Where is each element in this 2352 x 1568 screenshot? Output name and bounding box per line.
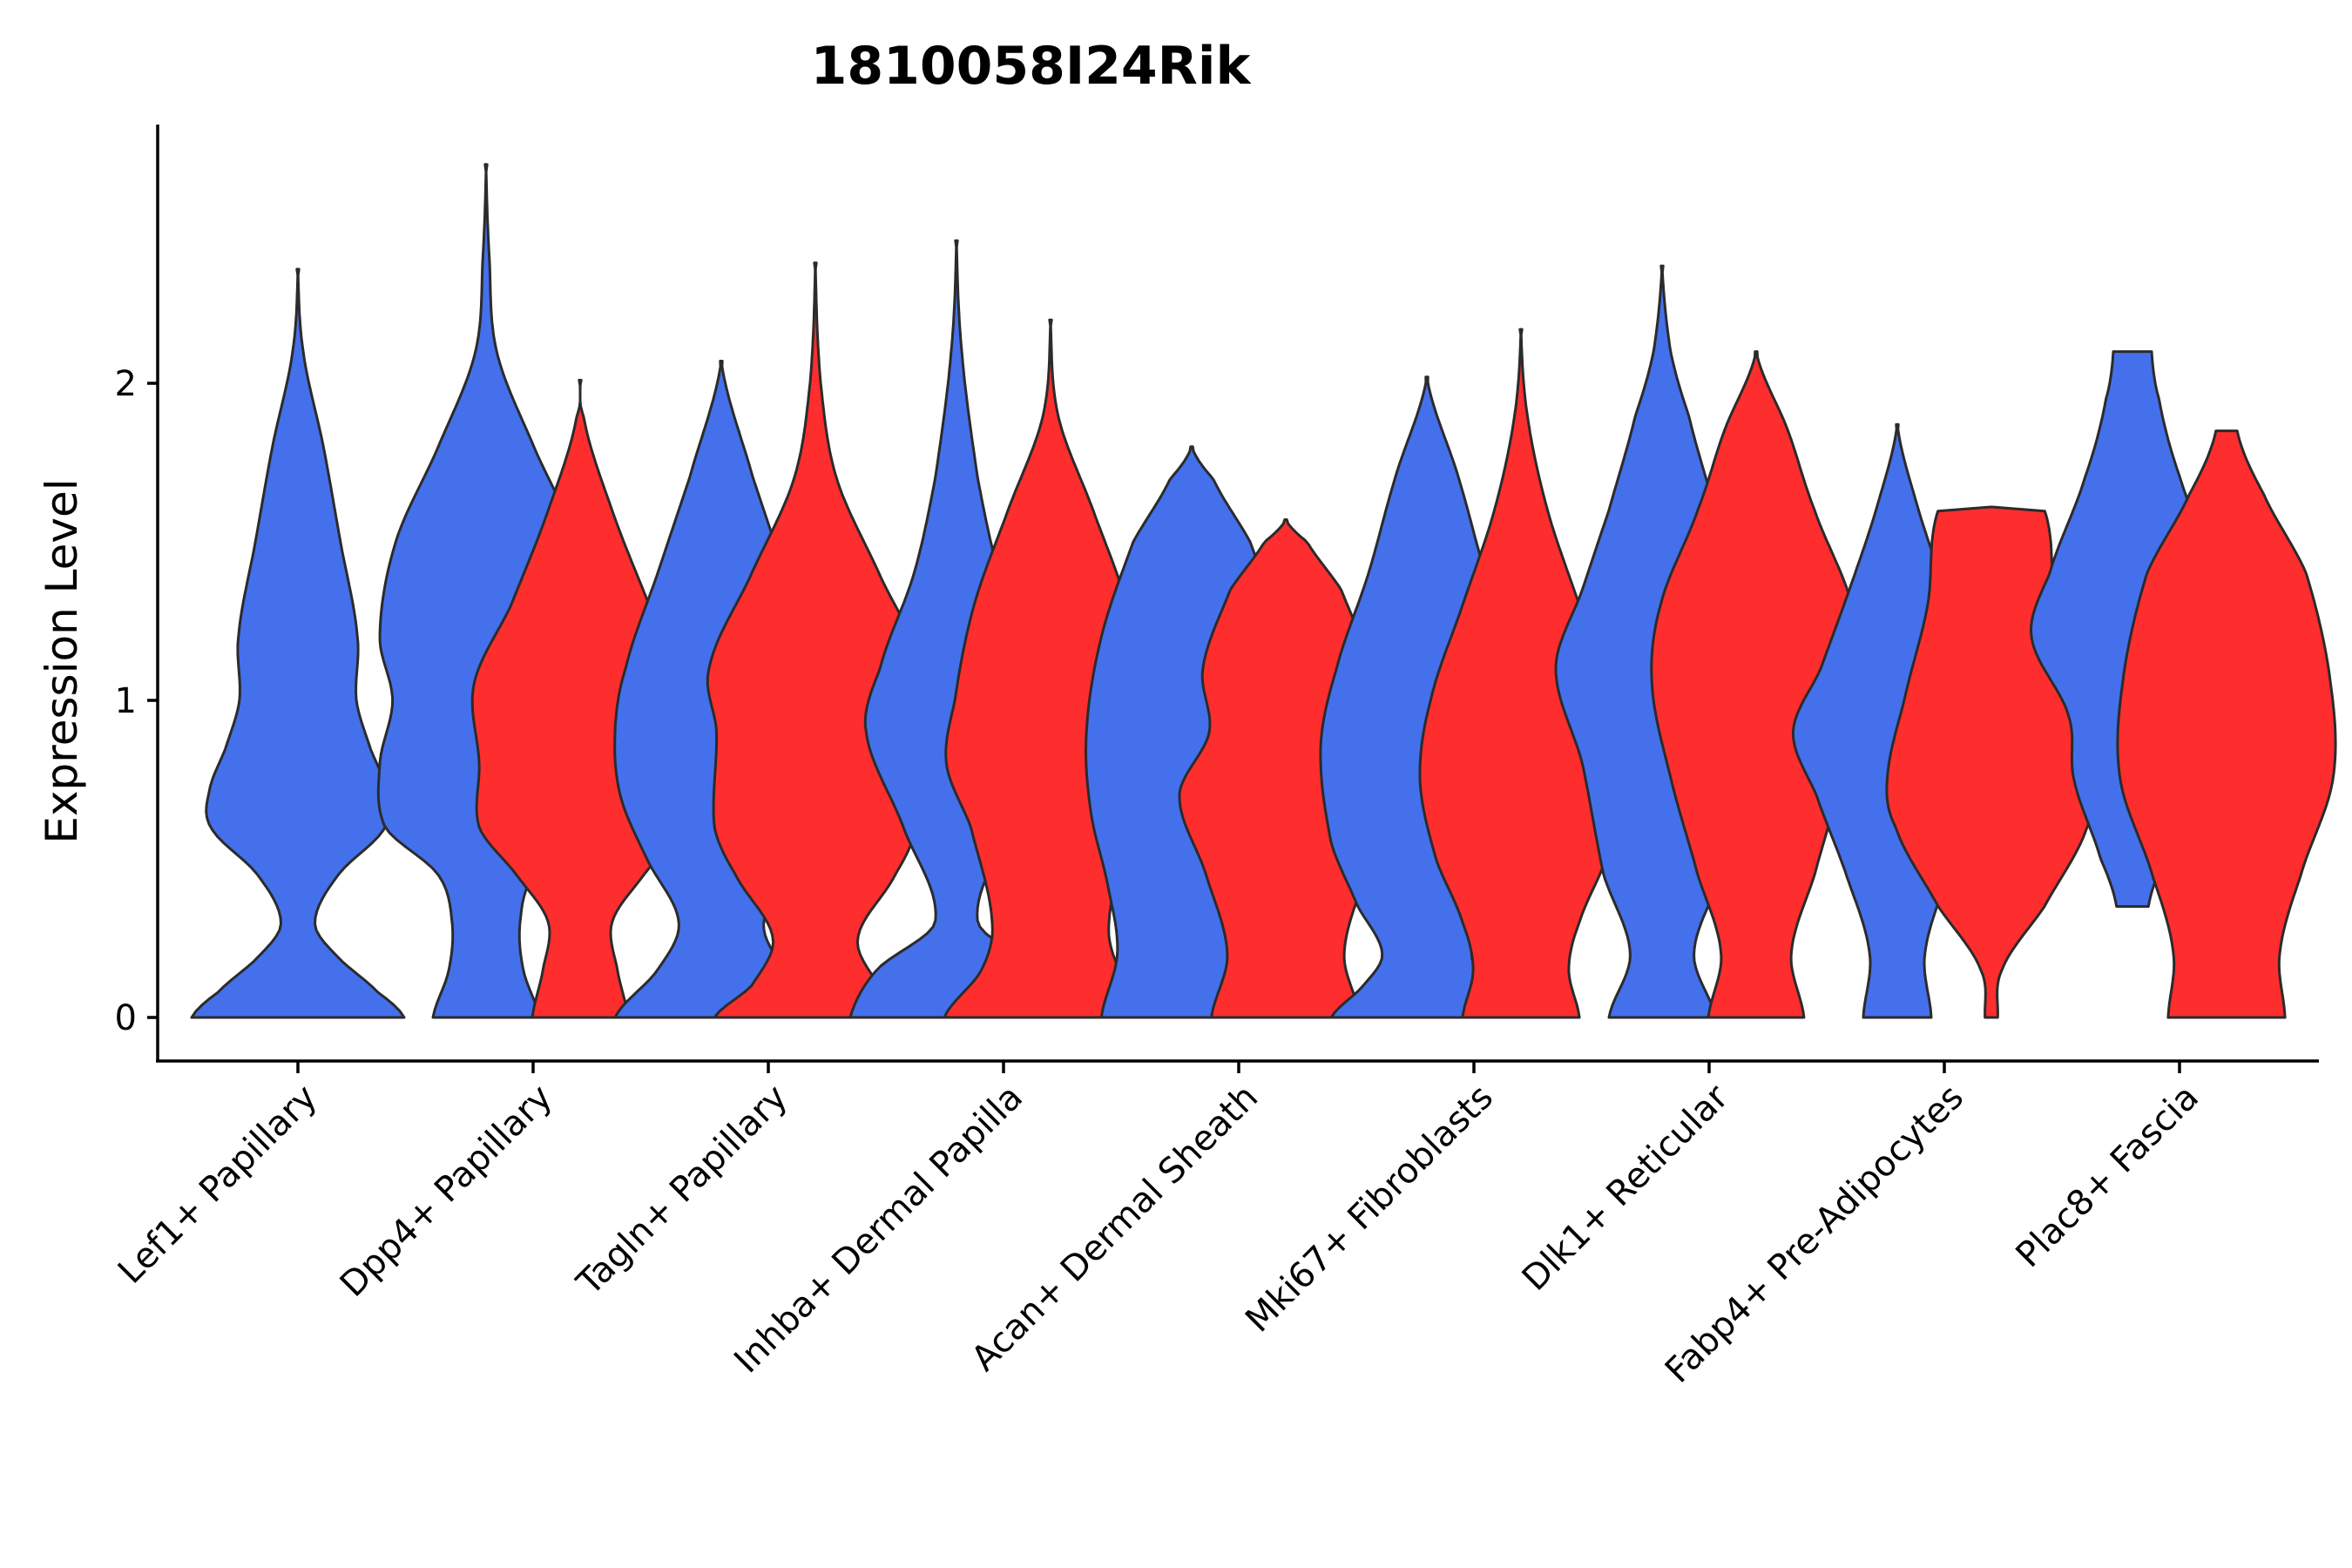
x-tick-label: Dpp4+ Papillary [333,1078,560,1305]
x-tick-label: Tagln+ Papillary [569,1078,795,1304]
violins-layer [190,163,2337,1019]
x-tick-label: Lef1+ Papillary [111,1078,325,1292]
y-tick-label: 0 [115,998,137,1038]
y-axis-label: Expression Level [37,478,87,843]
violin-group_b-cat-8 [2116,429,2337,1019]
x-tick-label: Plac8+ Fascia [2009,1078,2207,1276]
x-tick-label: Mki67+ Fibroblasts [1238,1078,1501,1341]
chart-title: 1810058I24Rik [811,36,1253,97]
y-tick-label: 1 [115,681,137,721]
x-ticks: Lef1+ Papillary Dpp4+ Papillary Tagln+ Pap… [111,1061,2207,1391]
y-ticks: 0 1 2 [115,364,158,1038]
x-tick-label: Dlk1+ Reticular [1515,1077,1737,1299]
y-tick-label: 2 [115,364,137,404]
violin-group_a-cat-0 [190,267,406,1019]
